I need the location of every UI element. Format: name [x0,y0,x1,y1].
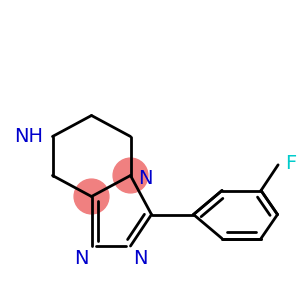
Text: N: N [138,169,152,188]
Text: N: N [134,249,148,268]
Text: F: F [285,154,296,173]
Circle shape [113,158,148,193]
Text: NH: NH [14,127,44,146]
Circle shape [74,179,109,214]
Text: N: N [74,249,88,268]
